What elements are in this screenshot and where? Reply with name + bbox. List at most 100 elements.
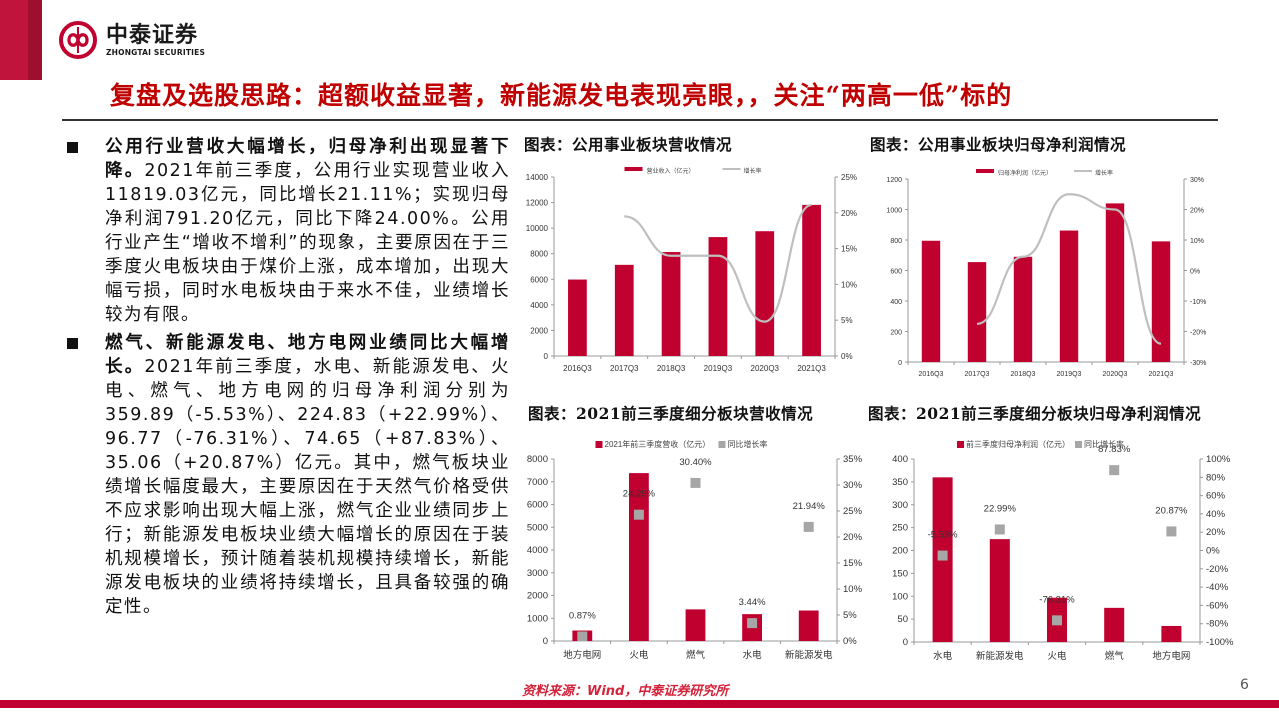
y-tick-label: 12000 — [526, 199, 549, 208]
bar — [708, 237, 728, 356]
x-category-label: 2016Q3 — [563, 364, 592, 373]
y2-tick-label: 10% — [841, 280, 857, 289]
bar — [802, 204, 821, 356]
data-label: 24.29% — [623, 489, 656, 500]
x-category-label: 2016Q3 — [919, 371, 944, 378]
y-tick-label: 7000 — [527, 477, 548, 488]
legend-label-line: 增长率 — [744, 167, 762, 175]
y-tick-label: 1000 — [886, 208, 902, 215]
y2-tick-label: 0% — [1190, 269, 1200, 276]
data-label: 30.40% — [679, 457, 712, 468]
x-category-label: 水电 — [933, 650, 953, 662]
y2-tick-label: -10% — [1190, 299, 1206, 306]
data-label: 20.87% — [1155, 505, 1188, 516]
x-category-label: 火电 — [629, 649, 649, 661]
bar — [661, 252, 681, 356]
growth-rate-marker — [1052, 615, 1062, 626]
y2-tick-label: 5% — [841, 316, 853, 325]
bullet-heading: 公用行业营收大幅增长，归母净利出现显著下降。 — [105, 137, 510, 181]
y-tick-label: 250 — [892, 523, 908, 534]
bar — [967, 262, 987, 362]
y2-tick-label: 30% — [843, 480, 863, 491]
y-tick-label: 100 — [892, 591, 908, 602]
chart-title-revenue: 图表：公用事业板块营收情况 — [524, 135, 733, 154]
data-label: 3.44% — [739, 597, 766, 608]
growth-rate-marker — [937, 550, 948, 561]
y-tick-label: 0 — [543, 636, 548, 647]
legend-swatch-bar — [957, 441, 964, 448]
legend-label-bar: 营业收入（亿元） — [647, 167, 695, 175]
y-tick-label: 150 — [892, 568, 908, 579]
bar — [989, 539, 1010, 642]
y-tick-label: 0 — [903, 637, 908, 648]
square-bullet-icon — [67, 338, 78, 349]
growth-rate-marker — [633, 509, 644, 520]
y2-tick-label: 5% — [843, 610, 857, 621]
x-category-label: 2019Q3 — [1057, 371, 1082, 378]
chart-title-segment-profit: 图表：2021前三季度细分板块归母净利润情况 — [868, 404, 1202, 423]
y2-tick-label: -60% — [1206, 600, 1229, 611]
y-tick-label: 4000 — [527, 545, 548, 556]
bar — [614, 264, 634, 356]
y-tick-label: 400 — [890, 299, 902, 306]
y2-tick-label: -40% — [1206, 582, 1229, 593]
x-category-label: 2017Q3 — [610, 364, 639, 373]
x-category-label: 燃气 — [686, 649, 706, 661]
page-number: 6 — [1240, 677, 1249, 693]
growth-rate-marker — [690, 477, 701, 488]
y2-tick-label: 20% — [1206, 527, 1226, 538]
data-label: -76.31% — [1039, 594, 1075, 605]
net-profit-chart: 0 200 400 600 800 1000 1200 -30% -20% -10% 0% 10% 20… — [886, 169, 1206, 378]
bar — [1104, 607, 1125, 642]
y2-tick-label: 15% — [841, 245, 857, 254]
segment-profit-chart: 0 50 100 150 200 250 300 350 400 -100% -80% -60% -40… — [892, 439, 1234, 662]
legend-label-bar: 前三季度归母净利润（亿元） — [966, 439, 1070, 449]
brand-name-en: ZHONGTAI SECURITIES — [106, 47, 206, 57]
y-tick-label: 14000 — [526, 173, 549, 182]
y-tick-label: 4000 — [530, 301, 548, 310]
y-tick-label: 0 — [544, 352, 549, 361]
bullet-text: 2021年前三季度，公用行业实现营业收入11819.03亿元，同比增长21.11… — [105, 161, 510, 325]
y-tick-label: 2000 — [527, 591, 548, 602]
x-category-label: 地方电网 — [563, 649, 601, 661]
x-category-label: 水电 — [743, 649, 763, 661]
y-tick-label: 10000 — [526, 224, 549, 233]
bar — [1151, 241, 1171, 362]
y-tick-label: 50 — [897, 614, 908, 625]
footer-bar — [0, 700, 1279, 708]
y-tick-label: 300 — [892, 500, 908, 511]
bullet-heading: 燃气、新能源发电、地方电网业绩同比大幅增长。 — [105, 333, 510, 377]
bar — [921, 240, 941, 362]
title-divider — [62, 119, 1218, 121]
x-category-label: 2018Q3 — [1011, 371, 1036, 378]
x-category-label: 2020Q3 — [751, 364, 780, 373]
y2-tick-label: -20% — [1190, 330, 1206, 337]
legend-swatch-marker — [1075, 441, 1082, 448]
square-bullet-icon — [67, 142, 78, 153]
x-category-label: 新能源发电 — [976, 650, 1024, 662]
y2-tick-label: -80% — [1206, 619, 1229, 630]
bullet-point-2: 燃气、新能源发电、地方电网业绩同比大幅增长。2021年前三季度，水电、新能源发电… — [55, 331, 510, 619]
legend-swatch-bar — [976, 169, 994, 173]
brand-name-cn: 中泰证券 — [106, 22, 199, 48]
y-tick-label: 2000 — [530, 326, 548, 335]
bar — [685, 609, 706, 641]
data-label: -5.53% — [928, 530, 959, 541]
y2-tick-label: 25% — [841, 173, 857, 182]
bar — [798, 610, 819, 641]
y-tick-label: 5000 — [527, 522, 548, 533]
growth-rate-line — [624, 203, 812, 323]
y-tick-label: 350 — [892, 477, 908, 488]
bar — [1105, 203, 1125, 362]
bar — [755, 231, 775, 356]
y2-tick-label: 15% — [843, 558, 863, 569]
legend-label-marker: 同比增长率 — [1084, 439, 1124, 449]
legend-label-bar: 2021年前三季度营收（亿元） — [605, 439, 711, 449]
growth-rate-marker — [994, 524, 1005, 535]
bar — [1059, 230, 1079, 362]
y2-tick-label: -100% — [1206, 637, 1234, 648]
y2-tick-label: 80% — [1206, 472, 1226, 483]
x-category-label: 地方电网 — [1152, 650, 1190, 662]
y2-tick-label: 10% — [843, 584, 863, 595]
y2-tick-label: 0% — [843, 636, 857, 647]
